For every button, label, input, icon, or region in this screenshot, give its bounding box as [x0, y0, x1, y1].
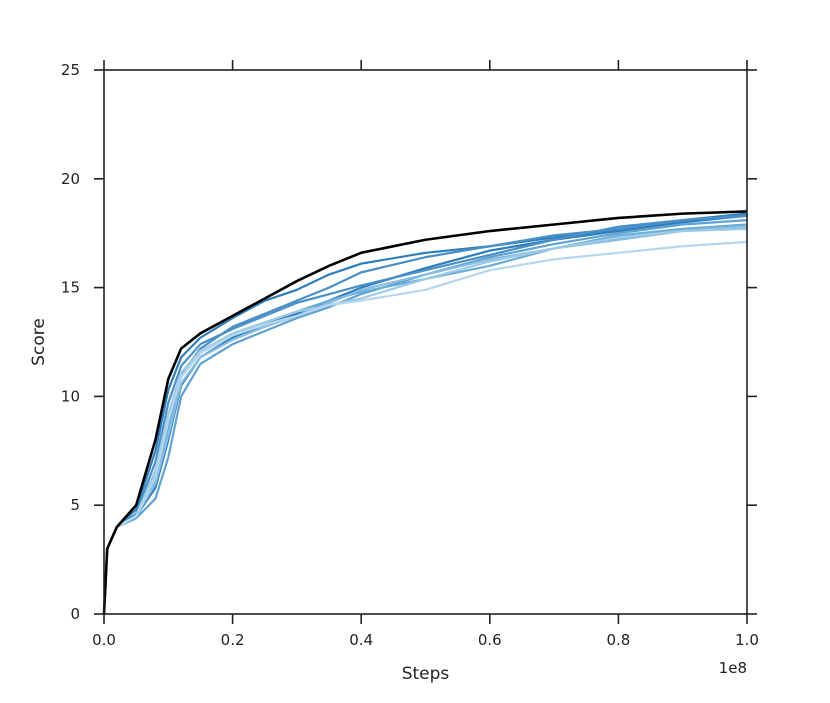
x-axis-label: Steps — [402, 664, 450, 684]
series-line-8 — [102, 225, 748, 615]
ticks-layer: 0.0 0.2 0.4 0.6 0.8 1.0 0 5 10 15 20 25 — [61, 60, 759, 649]
series-layer — [102, 210, 748, 615]
series-line-7 — [102, 223, 748, 615]
y-axis-label: Score — [29, 318, 49, 366]
series-line-10 — [102, 240, 748, 615]
plot-frame — [103, 69, 748, 615]
x-tick-label: 0.6 — [478, 631, 502, 649]
x-tick-label: 0.0 — [92, 631, 116, 649]
y-tick-label: 5 — [70, 496, 80, 514]
y-tick-label: 0 — [70, 605, 80, 623]
y-tick-label: 20 — [61, 170, 80, 188]
series-line-2 — [102, 212, 748, 615]
y-tick-label: 15 — [61, 279, 80, 297]
y-tick-label: 25 — [61, 61, 80, 79]
x-tick-label: 0.8 — [606, 631, 630, 649]
x-tick-label: 0.2 — [221, 631, 245, 649]
x-tick-label: 1.0 — [735, 631, 759, 649]
x-axis-offset-text: 1e8 — [719, 659, 747, 677]
y-tick-label: 10 — [61, 387, 80, 405]
x-tick-label: 0.4 — [349, 631, 373, 649]
series-line-9 — [102, 227, 748, 615]
series-line-1 — [102, 210, 748, 615]
